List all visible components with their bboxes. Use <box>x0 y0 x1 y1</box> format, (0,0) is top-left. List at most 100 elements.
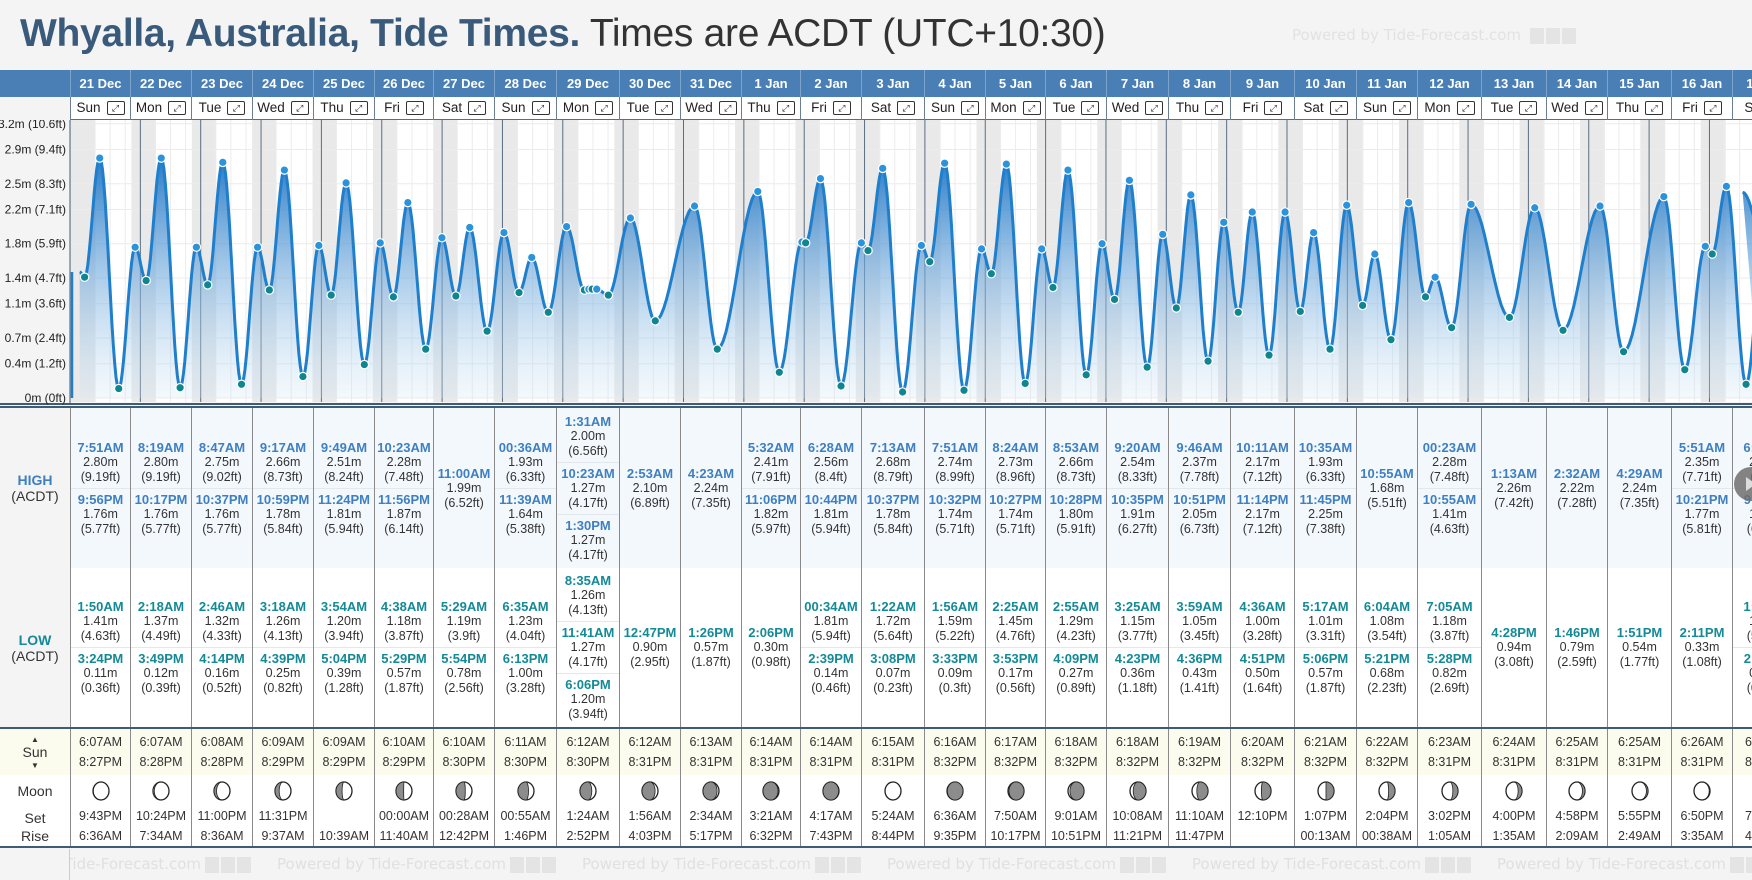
expand-day-icon[interactable]: ⤢ <box>595 101 614 116</box>
low-tide-height-m: 1.26m <box>570 588 606 602</box>
high-tide-height-ft: (6.14ft) <box>384 521 424 536</box>
low-tide-cell: 2:06PM 0.30m (0.98ft) <box>741 568 800 727</box>
tide-forecast-logo-icon <box>205 856 253 874</box>
expand-day-icon[interactable]: ⤢ <box>655 101 674 116</box>
expand-day-icon[interactable]: ⤢ <box>349 101 368 116</box>
high-tide-height-ft: (5.77ft) <box>141 521 181 536</box>
moonrise-time: 3:35AM <box>1680 829 1724 843</box>
powered-by[interactable]: Powered by Tide-Forecast.com <box>1292 26 1578 45</box>
low-tide-entry: 3:59AM 1.05m (3.45ft) <box>1169 596 1230 647</box>
expand-day-icon[interactable]: ⤢ <box>405 101 424 116</box>
low-tide-cell: 00:34AM 1.81m (5.94ft) 2:39PM 0.14m (0.46ft) <box>800 568 861 727</box>
low-tide-height-m: 1.26m <box>265 614 301 628</box>
weekday-cell: Mon ⤢ <box>1417 97 1481 120</box>
sunset-time: 8:29PM <box>382 755 426 769</box>
sun-cell: 6:11AM 8:30PM <box>494 729 556 775</box>
expand-day-icon[interactable]: ⤢ <box>1205 101 1224 116</box>
expand-day-icon[interactable]: ⤢ <box>227 101 246 116</box>
low-tide-height-m: 0.79m <box>1559 640 1595 654</box>
expand-day-icon[interactable]: ⤢ <box>776 101 795 116</box>
low-tide-time: 5:29AM <box>440 599 488 614</box>
moon-cell: 2:34AM 5:17PM <box>680 775 741 846</box>
high-tide-height-ft: (7.28ft) <box>1557 495 1597 510</box>
moon-cell: 11:10AM 11:47PM <box>1168 775 1230 846</box>
expand-day-icon[interactable]: ⤢ <box>1329 101 1348 116</box>
expand-day-icon[interactable]: ⤢ <box>1645 101 1664 116</box>
high-tide-time: 9:17AM <box>259 439 307 455</box>
low-tide-point <box>1325 344 1335 354</box>
low-tide-entry: 3:49PM 0.12m (0.39ft) <box>131 647 191 699</box>
high-tide-height-m: 2.66m <box>265 454 301 469</box>
high-tide-point <box>1721 181 1732 192</box>
expand-day-icon[interactable]: ⤢ <box>832 101 851 116</box>
low-tide-point <box>800 238 811 248</box>
weekday-cell: Tue ⤢ <box>619 97 680 120</box>
moonset-time: 7:39PM <box>1744 809 1752 823</box>
high-tide-point <box>191 242 202 252</box>
high-tide-point <box>1430 272 1440 282</box>
expand-day-icon[interactable]: ⤢ <box>1519 101 1538 116</box>
expand-day-icon[interactable]: ⤢ <box>1022 101 1041 116</box>
moon-phase-icon <box>1693 781 1711 801</box>
high-tide-cell: 11:00AM 1.99m (6.52ft) <box>433 408 494 568</box>
sunset-time: 8:32PM <box>933 755 977 769</box>
low-tide-height-m: 1.20m <box>570 692 606 706</box>
low-tide-height-m: 0.30m <box>753 640 789 654</box>
weekday-label: Fri <box>1682 100 1698 115</box>
expand-day-icon[interactable]: ⤢ <box>1145 101 1164 116</box>
expand-day-icon[interactable]: ⤢ <box>1703 101 1722 116</box>
scroll-right-button[interactable] <box>1734 467 1752 501</box>
low-tide-entry: 1:26PM 0.57m (1.87ft) <box>681 622 741 673</box>
expand-day-icon[interactable]: ⤢ <box>1584 101 1603 116</box>
expand-day-icon[interactable]: ⤢ <box>1456 101 1475 116</box>
sun-cell: 6:26AM 8:31PM <box>1671 729 1732 775</box>
expand-day-icon[interactable]: ⤢ <box>1393 101 1412 116</box>
expand-day-icon[interactable]: ⤢ <box>961 101 980 116</box>
high-tide-height-m: 1.81m <box>326 506 362 521</box>
low-tide-entry: 2:18AM 1.37m (4.49ft) <box>131 596 191 647</box>
expand-day-icon[interactable]: ⤢ <box>531 101 550 116</box>
high-tide-height-ft: (6.73ft) <box>1179 521 1220 536</box>
sun-cell: 6:27AM 8:30PM <box>1732 729 1752 775</box>
low-tide-entry: 5:04PM 0.39m (1.28ft) <box>314 647 374 699</box>
date-header-cell: 13 Jan <box>1481 70 1546 97</box>
high-tide-time: 9:49AM <box>320 439 368 455</box>
sunrise-time: 6:12AM <box>566 735 610 749</box>
low-tide-point <box>1386 334 1396 345</box>
weekday-cell: Tue ⤢ <box>1045 97 1106 120</box>
sun-cell: 6:16AM 8:32PM <box>924 729 985 775</box>
expand-day-icon[interactable]: ⤢ <box>468 101 487 116</box>
expand-day-icon[interactable]: ⤢ <box>1264 101 1283 116</box>
low-tide-time: 4:39PM <box>260 651 306 666</box>
expand-day-icon[interactable]: ⤢ <box>897 101 916 116</box>
high-tide-point <box>815 173 826 184</box>
low-tide-entry: 8:35AM 1.26m (4.13ft) <box>557 570 619 621</box>
high-tide-time: 10:44PM <box>804 491 858 507</box>
sunset-time: 8:31PM <box>1617 755 1662 769</box>
page-title: Whyalla, Australia, Tide Times. Times ar… <box>20 12 1106 56</box>
high-tide-height-m: 2.17m <box>1245 454 1280 469</box>
moon-cell: 12:10PM <box>1230 775 1294 846</box>
high-tide-point <box>1001 159 1012 169</box>
high-tide-entry: 10:17PM 1.76m (5.77ft) <box>131 487 191 540</box>
low-tide-height-m: 1.01m <box>1308 614 1343 628</box>
high-tide-height-m: 2.80m <box>83 454 118 469</box>
expand-day-icon[interactable]: ⤢ <box>106 101 125 116</box>
high-tide-height-m: 1.93m <box>1308 454 1343 469</box>
high-tide-time: 11:56PM <box>377 491 431 507</box>
expand-day-icon[interactable]: ⤢ <box>290 101 309 116</box>
weekday-cell: Mon ⤢ <box>130 97 191 120</box>
high-tide-point <box>1403 197 1414 208</box>
low-tide-height-ft: (0.39ft) <box>141 681 181 695</box>
expand-day-icon[interactable]: ⤢ <box>168 101 187 116</box>
sunrise-time: 6:14AM <box>749 735 793 749</box>
moonrise-time: 00:13AM <box>1300 829 1351 843</box>
low-tide-entry: 5:28PM 0.82m (2.69ft) <box>1418 647 1481 699</box>
low-tide-time: 3:18AM <box>259 599 307 614</box>
low-tide-height-ft: (5.64ft) <box>873 629 913 643</box>
low-tide-point <box>236 379 247 390</box>
expand-day-icon[interactable]: ⤢ <box>718 101 737 116</box>
expand-day-icon[interactable]: ⤢ <box>1081 101 1100 116</box>
low-tide-time: 2:18AM <box>137 599 185 614</box>
sunset-time: 8:29PM <box>322 755 366 769</box>
